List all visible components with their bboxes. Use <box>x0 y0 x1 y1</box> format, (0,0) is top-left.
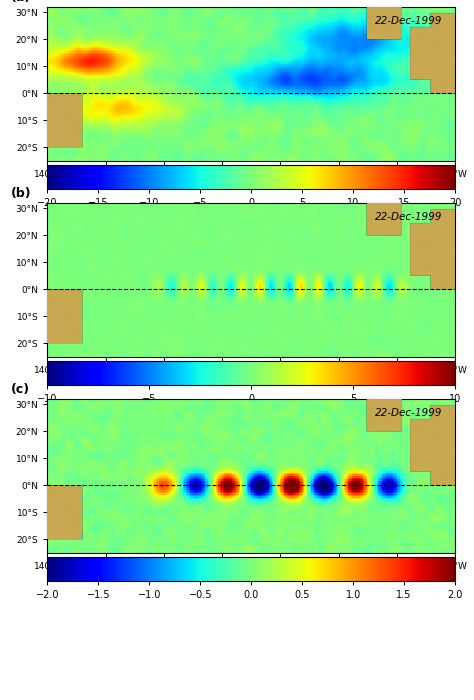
Text: 22-Dec-1999: 22-Dec-1999 <box>375 408 443 418</box>
Text: 22-Dec-1999: 22-Dec-1999 <box>375 16 443 26</box>
Text: 22-Dec-1999: 22-Dec-1999 <box>375 212 443 222</box>
Text: (a): (a) <box>11 0 31 4</box>
Text: (b): (b) <box>11 187 31 200</box>
Text: (c): (c) <box>11 383 30 396</box>
